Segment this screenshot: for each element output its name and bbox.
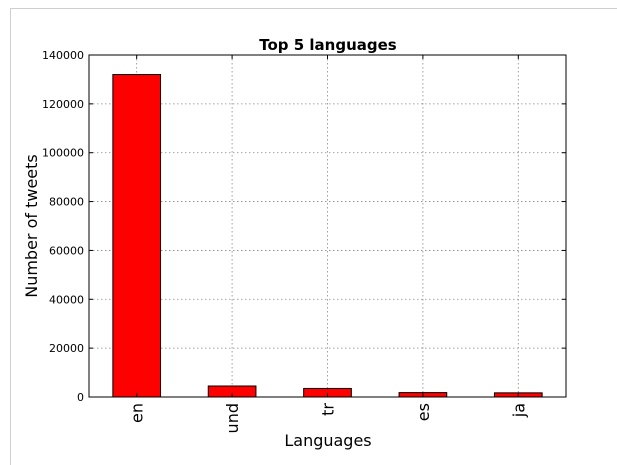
y-tick-label: 140000 (42, 49, 84, 62)
y-tick-label: 0 (77, 391, 84, 404)
y-tick-label: 60000 (49, 244, 84, 257)
x-ticks: en und tr es ja (128, 55, 528, 433)
x-axis-label: Languages (284, 431, 371, 450)
y-tick-label: 40000 (49, 293, 84, 306)
y-tick-label: 100000 (42, 147, 84, 160)
y-ticks: 0 20000 40000 60000 80000 100000 120000 140000 (42, 49, 566, 404)
y-tick-label: 80000 (49, 196, 84, 209)
x-tick-label: tr (319, 403, 338, 416)
x-tick-label: und (223, 403, 242, 433)
bar-en (112, 74, 162, 398)
x-tick-label: en (128, 403, 147, 423)
y-tick-label: 120000 (42, 98, 84, 111)
chart-title: Top 5 languages (259, 36, 397, 54)
x-tick-label: ja (509, 403, 528, 418)
x-tick-label: es (414, 403, 433, 421)
y-axis-label: Number of tweets (22, 154, 41, 298)
y-tick-label: 20000 (49, 342, 84, 355)
figure-frame (10, 8, 617, 465)
